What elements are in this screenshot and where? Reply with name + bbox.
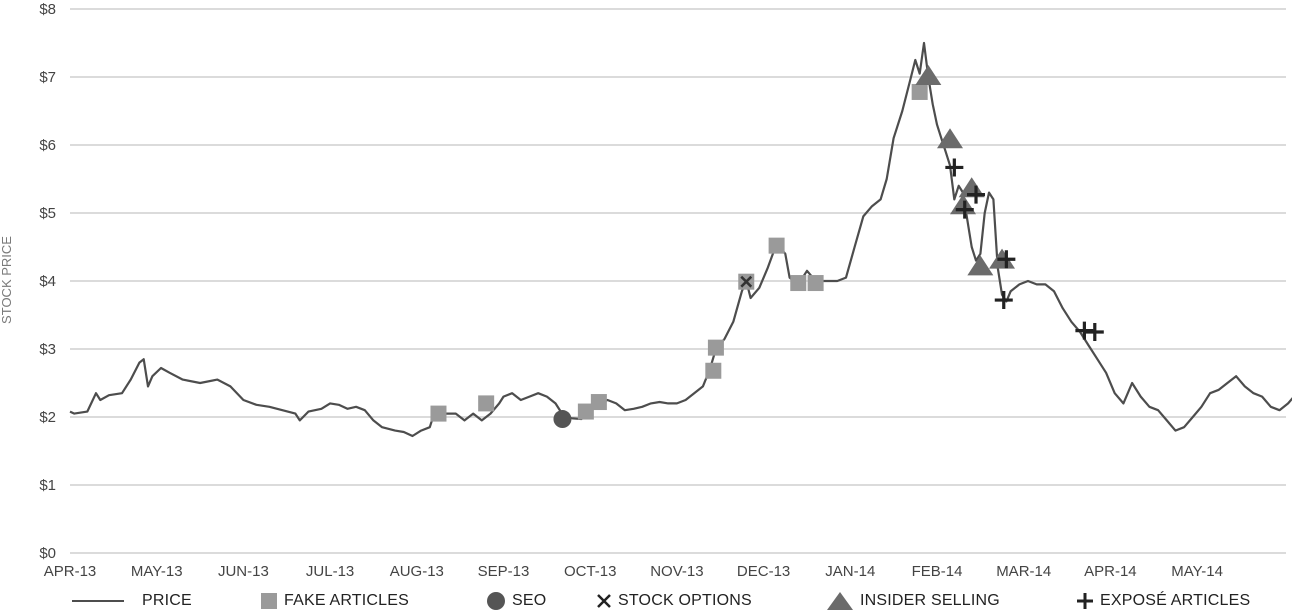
price-series xyxy=(69,41,1292,438)
fake-article-marker xyxy=(577,403,594,420)
expose-article-marker xyxy=(967,185,986,204)
legend-item-price: PRICE xyxy=(70,588,192,614)
legend-label-fake-articles: FAKE ARTICLES xyxy=(284,592,410,609)
y-tick-label: $2 xyxy=(39,409,56,426)
y-tick-label: $3 xyxy=(39,341,56,358)
x-tick-label: MAY-14 xyxy=(1171,563,1223,580)
triangle-icon xyxy=(827,592,853,610)
chart-legend: PRICE FAKE ARTICLES SEO STOCK OPTIONS IN… xyxy=(0,588,1292,614)
expose-article-marker xyxy=(1085,323,1104,341)
x-axis-ticks: APR-13 MAY-13 JUN-13 JUL-13 AUG-13 SEP-13 OCT-… xyxy=(44,563,1223,580)
x-tick-label: FEB-14 xyxy=(912,563,963,580)
fake-article-marker xyxy=(590,394,607,411)
x-tick-label: DEC-13 xyxy=(737,563,790,580)
insider-selling-marker xyxy=(958,177,985,198)
insider-selling-marker xyxy=(937,128,964,149)
y-axis-ticks: $0 $1 $2 $3 $4 $5 $6 $7 $8 xyxy=(39,1,56,562)
expose-article-marker xyxy=(955,200,974,219)
x-tick-label: JUN-13 xyxy=(218,563,269,580)
fake-article-marker xyxy=(911,83,928,100)
expose-article-marker xyxy=(997,250,1016,269)
fake-article-marker xyxy=(430,405,447,422)
legend-item-expose-articles: EXPOSÉ ARTICLES xyxy=(1076,588,1250,614)
legend-item-stock-options: STOCK OPTIONS xyxy=(596,588,752,614)
fake-article-marker xyxy=(768,237,785,254)
fake-article-marker xyxy=(790,275,807,292)
y-tick-label: $7 xyxy=(39,69,56,86)
fake-article-marker xyxy=(705,362,722,379)
legend-label-expose-articles: EXPOSÉ ARTICLES xyxy=(1100,592,1251,609)
x-tick-label: AUG-13 xyxy=(390,563,444,580)
legend-item-fake-articles: FAKE ARTICLES xyxy=(260,588,409,614)
x-tick-label: APR-14 xyxy=(1084,563,1137,580)
line-swatch-icon xyxy=(72,600,124,602)
fake-article-marker xyxy=(707,339,724,356)
y-axis-label: STOCK PRICE xyxy=(0,236,14,324)
legend-label-seo: SEO xyxy=(512,592,547,609)
legend-label-price: PRICE xyxy=(142,592,192,609)
y-tick-label: $5 xyxy=(39,205,56,222)
legend-label-stock-options: STOCK OPTIONS xyxy=(618,592,752,609)
square-icon xyxy=(261,593,277,609)
event-markers xyxy=(430,65,1104,429)
insider-selling-marker xyxy=(967,255,994,276)
x-tick-label: NOV-13 xyxy=(650,563,703,580)
circle-icon xyxy=(487,592,505,610)
y-tick-label: $0 xyxy=(39,545,56,562)
x-tick-label: APR-13 xyxy=(44,563,97,580)
x-tick-label: MAY-13 xyxy=(131,563,183,580)
legend-item-seo: SEO xyxy=(486,588,546,614)
fake-article-marker xyxy=(807,275,824,292)
stock-price-chart: $0 $1 $2 $3 $4 $5 $6 $7 $8 APR-13 MAY-13 JUN-13 JUL… xyxy=(0,1,1292,580)
legend-label-insider-selling: INSIDER SELLING xyxy=(860,592,1000,609)
legend-item-insider-selling: INSIDER SELLING xyxy=(826,588,1000,614)
x-tick-label: OCT-13 xyxy=(564,563,617,580)
x-tick-label: JUL-13 xyxy=(306,563,354,580)
expose-article-marker xyxy=(945,158,964,177)
expose-article-marker xyxy=(994,291,1013,310)
stock-option-marker xyxy=(740,275,753,288)
y-tick-label: $8 xyxy=(39,1,56,18)
y-tick-label: $4 xyxy=(39,273,56,290)
price-line xyxy=(69,41,1292,438)
x-tick-label: SEP-13 xyxy=(478,563,530,580)
y-tick-label: $1 xyxy=(39,477,56,494)
y-tick-label: $6 xyxy=(39,137,56,154)
insider-selling-marker xyxy=(915,65,942,85)
grid-lines xyxy=(70,8,1286,554)
fake-article-marker xyxy=(478,395,495,412)
x-tick-label: JAN-14 xyxy=(825,563,875,580)
x-icon xyxy=(597,594,611,608)
x-tick-label: MAR-14 xyxy=(996,563,1051,580)
seo-marker xyxy=(553,410,572,429)
plus-icon xyxy=(1077,593,1093,609)
